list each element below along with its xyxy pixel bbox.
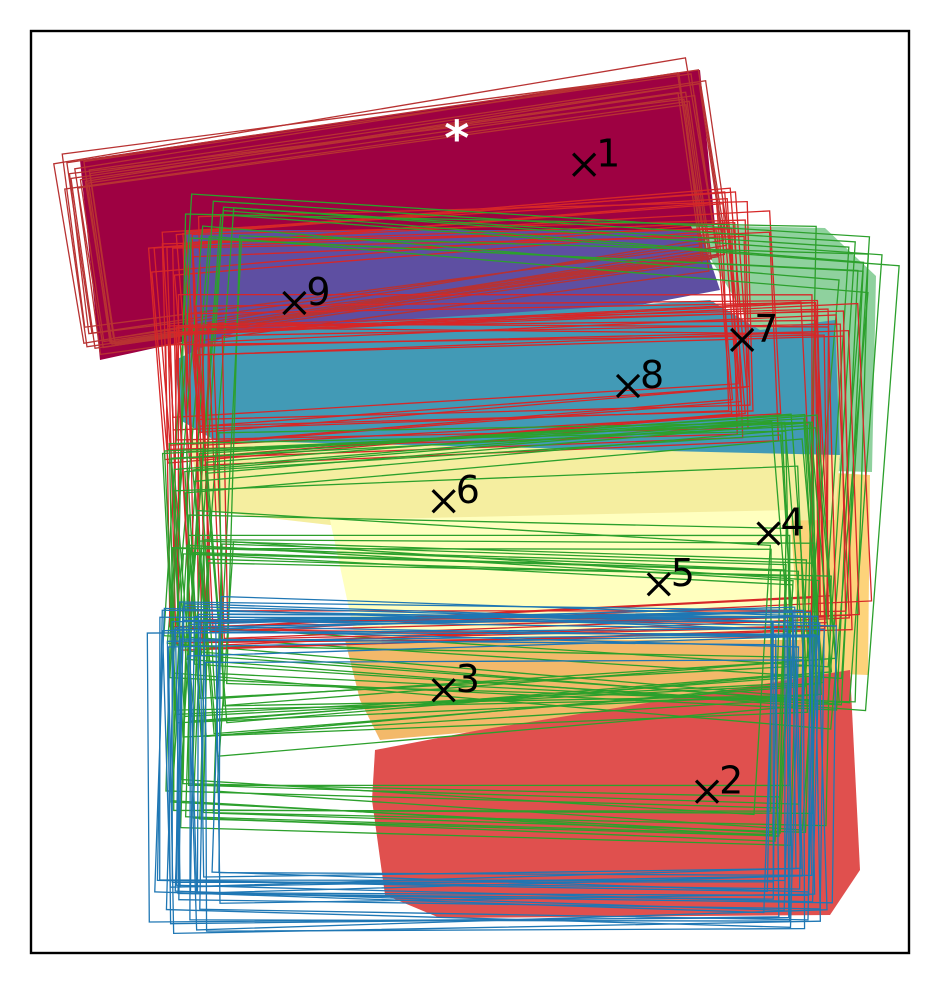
center-cross-5 (646, 572, 671, 597)
outline-rect-2 (146, 628, 790, 923)
outline-rect-1 (61, 73, 703, 328)
region-fill-4 (780, 470, 870, 675)
center-marker-5: 5 (646, 551, 695, 597)
outline-rect-2 (178, 619, 825, 910)
outline-rect-2 (167, 634, 822, 935)
center-label-2: 2 (719, 759, 743, 803)
outline-rect-3 (179, 552, 800, 846)
center-marker-3: 3 (431, 657, 480, 703)
plot-area: 1 2 3 4 5 6 7 8 9 * (53, 57, 900, 935)
outline-rect-1 (66, 69, 725, 334)
center-marker-4: 4 (756, 501, 805, 546)
center-label-6: 6 (456, 468, 480, 512)
outline-rect-2 (204, 659, 806, 932)
outline-rect-1 (68, 98, 705, 335)
outline-rect-2 (165, 628, 800, 928)
outline-rect-9 (184, 191, 751, 427)
cluster-center-markers: 1 2 3 4 5 6 7 8 9 * (282, 111, 805, 804)
outline-rect-1 (74, 72, 707, 349)
outline-rect-3 (180, 509, 772, 816)
outline-rect-2 (161, 611, 802, 888)
outline-rect-2 (211, 595, 819, 893)
axes-frame (29, 29, 911, 955)
center-label-4: 4 (781, 501, 805, 545)
center-cross-1 (572, 152, 597, 177)
outline-rect-1 (87, 94, 719, 345)
outline-rect-2 (189, 632, 791, 922)
center-cross-7 (730, 327, 755, 353)
outline-rect-5 (170, 425, 821, 718)
outline-rect-1 (53, 57, 717, 345)
center-marker-1: 1 (572, 132, 620, 177)
outline-rect-6 (167, 308, 837, 644)
center-label-9: 9 (306, 270, 330, 314)
outline-rect-2 (175, 605, 821, 903)
outline-rect-2 (215, 611, 816, 904)
center-cross-6 (431, 489, 456, 514)
center-marker-8: 8 (615, 353, 664, 399)
center-marker-6: 6 (431, 468, 480, 514)
center-label-3: 3 (456, 657, 480, 701)
special-asterisk-marker: * (444, 111, 469, 167)
outline-rect-1 (76, 103, 710, 356)
center-label-1: 1 (596, 132, 620, 176)
center-label-5: 5 (671, 551, 695, 595)
center-marker-2: 2 (694, 759, 743, 804)
center-cross-2 (694, 779, 720, 804)
rectangle-outlines (53, 57, 900, 935)
center-cross-4 (756, 521, 781, 546)
center-marker-7: 7 (730, 307, 778, 353)
center-label-7: 7 (754, 307, 778, 351)
outline-rect-2 (199, 625, 814, 921)
outline-rect-6 (212, 329, 860, 640)
center-cross-8 (615, 373, 641, 399)
center-marker-9: 9 (282, 270, 331, 316)
outline-rect-5 (172, 465, 809, 738)
outline-rect-3 (216, 541, 820, 831)
outline-rect-6 (207, 314, 850, 646)
outline-rect-5 (206, 414, 837, 707)
center-cross-3 (431, 678, 456, 703)
center-label-8: 8 (640, 353, 664, 397)
center-cross-9 (282, 290, 307, 316)
